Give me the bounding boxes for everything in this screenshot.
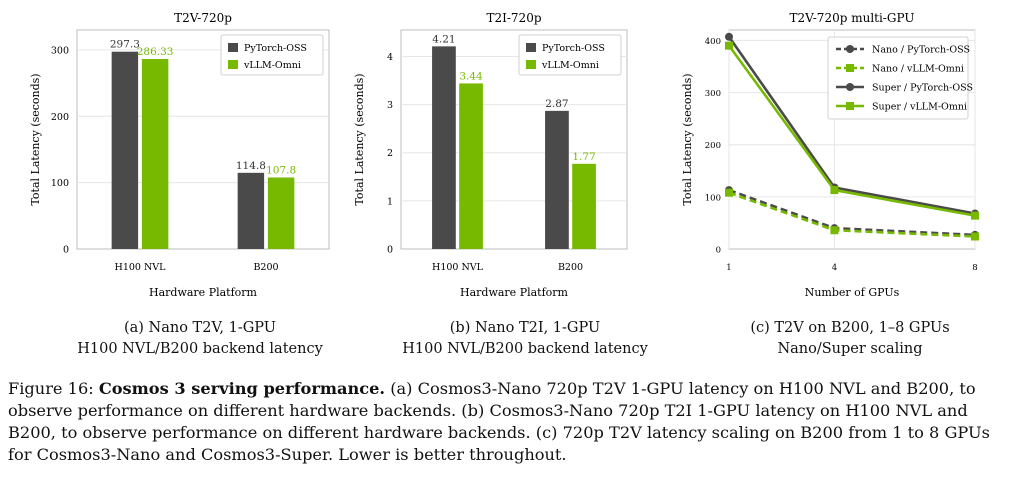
subcaption-b-line1: (b) Nano T2I, 1-GPU (449, 320, 601, 336)
x-axis-label-2: Number of GPUs (805, 286, 900, 299)
legend-label-2-3: Super / vLLM-Omni (872, 102, 967, 113)
legend-label-1-1: vLLM-Omni (541, 60, 599, 71)
legend-label-2-0: Nano / PyTorch-OSS (872, 45, 970, 56)
x-tick-label-0-1: B200 (253, 262, 278, 273)
y-tick-label-1-1: 1 (387, 196, 393, 207)
legend-label-1-0: PyTorch-OSS (542, 43, 605, 54)
figure-caption-label: Figure 16: (8, 379, 99, 398)
data-label-1-0-0: 4.21 (432, 33, 455, 45)
bar-0-0-0 (111, 51, 139, 249)
legend-label-2-1: Nano / vLLM-Omni (872, 64, 964, 75)
x-tick-label-2-1: 4 (832, 263, 837, 273)
figure-caption-text: (a) Cosmos3-Nano 720p T2V 1-GPU latency … (8, 379, 990, 464)
x-axis-label-0: Hardware Platform (149, 286, 258, 299)
bar-1-1-0 (459, 83, 483, 249)
subcaption-c-line1: (c) T2V on B200, 1–8 GPUs (750, 320, 950, 336)
data-label-0-0-1: 114.8 (236, 160, 266, 172)
x-tick-label-2-2: 8 (972, 263, 977, 273)
x-tick-label-1-0: H100 NVL (432, 262, 484, 273)
subcaption-b: (b) Nano T2I, 1-GPU H100 NVL/B200 backen… (365, 318, 685, 360)
point-2-3-1 (830, 186, 839, 195)
y-axis-label-1: Total Latency (seconds) (353, 73, 366, 205)
subcaption-a-line2: H100 NVL/B200 backend latency (77, 341, 323, 357)
data-label-1-1-0: 3.44 (459, 70, 483, 82)
y-tick-label-2-4: 400 (705, 37, 721, 47)
plot-frame-1 (400, 29, 628, 250)
y-tick-label-2-2: 200 (705, 141, 721, 151)
bar-1-1-1 (572, 163, 596, 249)
subcaption-c-line2: Nano/Super scaling (777, 341, 923, 357)
chart-title-1: T2I-720p (486, 11, 541, 25)
subcaption-a-line1: (a) Nano T2V, 1-GPU (123, 320, 277, 336)
y-axis-label-2: Total Latency (seconds) (681, 73, 694, 205)
x-tick-label-2-0: 1 (726, 263, 731, 273)
chart-title-2: T2V-720p multi-GPU (790, 11, 915, 25)
legend-marker-2-0 (846, 45, 854, 53)
bar-1-0-0 (432, 46, 456, 249)
legend-label-0-1: vLLM-Omni (243, 60, 301, 71)
y-tick-label-0-3: 300 (51, 45, 69, 56)
point-2-2-0 (725, 32, 733, 41)
bar-0-0-1 (237, 172, 265, 249)
y-tick-label-1-0: 0 (387, 245, 393, 256)
x-tick-label-0-0: H100 NVL (115, 262, 167, 273)
plot-frame-0 (76, 29, 330, 250)
data-label-1-1-1: 1.77 (572, 151, 595, 163)
figure-charts: T2V-720p Hardware Platform Total Latency (… (29, 11, 979, 299)
bar-0-1-1 (267, 177, 295, 249)
y-tick-label-2-0: 0 (716, 246, 721, 256)
x-tick-label-1-1: B200 (558, 262, 583, 273)
subcaption-b-line2: H100 NVL/B200 backend latency (402, 341, 648, 357)
legend-swatch-0-0 (228, 43, 238, 52)
data-label-0-1-1: 107.8 (266, 164, 296, 176)
data-label-0-1-0: 286.33 (137, 46, 174, 58)
data-label-0-0-0: 297.3 (110, 39, 140, 51)
data-label-1-0-1: 2.87 (545, 98, 568, 110)
chart-title-0: T2V-720p (174, 11, 232, 25)
point-2-1-2 (971, 232, 979, 241)
legend-swatch-1-1 (526, 60, 536, 69)
bar-1-0-1 (545, 110, 569, 249)
y-tick-label-1-3: 3 (387, 100, 393, 111)
legend-swatch-1-0 (526, 43, 536, 52)
figure-caption-bold: Cosmos 3 serving performance. (98, 379, 386, 398)
y-tick-label-0-2: 200 (51, 112, 69, 123)
legend-marker-2-3 (846, 102, 854, 110)
series-line-2-1 (728, 191, 976, 238)
point-2-1-1 (830, 226, 839, 235)
figure-caption: Figure 16: Cosmos 3 serving performance.… (8, 378, 1008, 466)
legend-marker-2-2 (846, 83, 854, 91)
legend-box-2 (827, 36, 969, 120)
y-tick-label-0-1: 100 (51, 178, 69, 189)
y-tick-label-1-4: 4 (387, 52, 393, 63)
legend-marker-2-1 (846, 64, 854, 72)
point-2-3-2 (971, 211, 979, 220)
y-tick-label-2-3: 300 (705, 89, 721, 99)
legend-swatch-0-1 (228, 60, 238, 69)
legend-label-0-0: PyTorch-OSS (244, 43, 307, 54)
legend-label-2-2: Super / PyTorch-OSS (872, 83, 973, 94)
y-axis-label-0: Total Latency (seconds) (29, 73, 42, 205)
y-tick-label-1-2: 2 (387, 148, 393, 159)
subcaption-a: (a) Nano T2V, 1-GPU H100 NVL/B200 backen… (40, 318, 360, 360)
legend-box-0 (220, 34, 324, 76)
point-2-1-0 (725, 188, 733, 197)
y-tick-label-2-1: 100 (705, 193, 721, 203)
x-axis-label-1: Hardware Platform (460, 286, 569, 299)
legend-box-1 (518, 34, 622, 76)
subcaption-c: (c) T2V on B200, 1–8 GPUs Nano/Super sca… (700, 318, 1000, 360)
y-tick-label-0-0: 0 (63, 245, 69, 256)
bar-0-1-0 (141, 58, 169, 249)
point-2-3-0 (725, 41, 733, 50)
